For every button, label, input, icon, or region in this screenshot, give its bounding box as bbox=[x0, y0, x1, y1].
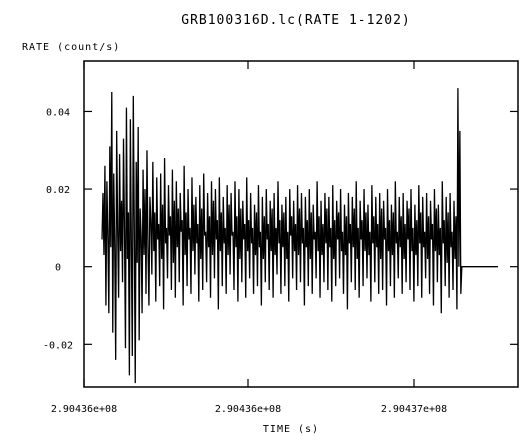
chart-title: GRB100316D.lc(RATE 1-1202) bbox=[181, 13, 411, 28]
y-ticks: -0.02 0 0.02 0.04 bbox=[43, 107, 518, 351]
y-tick-label: -0.02 bbox=[43, 340, 73, 351]
x-axis-label: TIME (s) bbox=[263, 424, 319, 435]
x-tick-label: 2.90436e+08 bbox=[51, 404, 117, 415]
plot-frame bbox=[83, 60, 519, 388]
series-line bbox=[101, 88, 498, 384]
y-tick-label: 0 bbox=[55, 263, 61, 274]
series-layer bbox=[101, 88, 498, 384]
y-tick-label: 0.04 bbox=[46, 107, 70, 118]
y-tick-label: 0.02 bbox=[46, 185, 70, 196]
y-axis-label: RATE (count/s) bbox=[22, 42, 120, 53]
x-ticks: 2.90436e+08 2.90436e+08 2.90437e+08 bbox=[51, 61, 447, 415]
x-tick-label: 2.90437e+08 bbox=[381, 404, 447, 415]
x-tick-label: 2.90436e+08 bbox=[215, 404, 281, 415]
